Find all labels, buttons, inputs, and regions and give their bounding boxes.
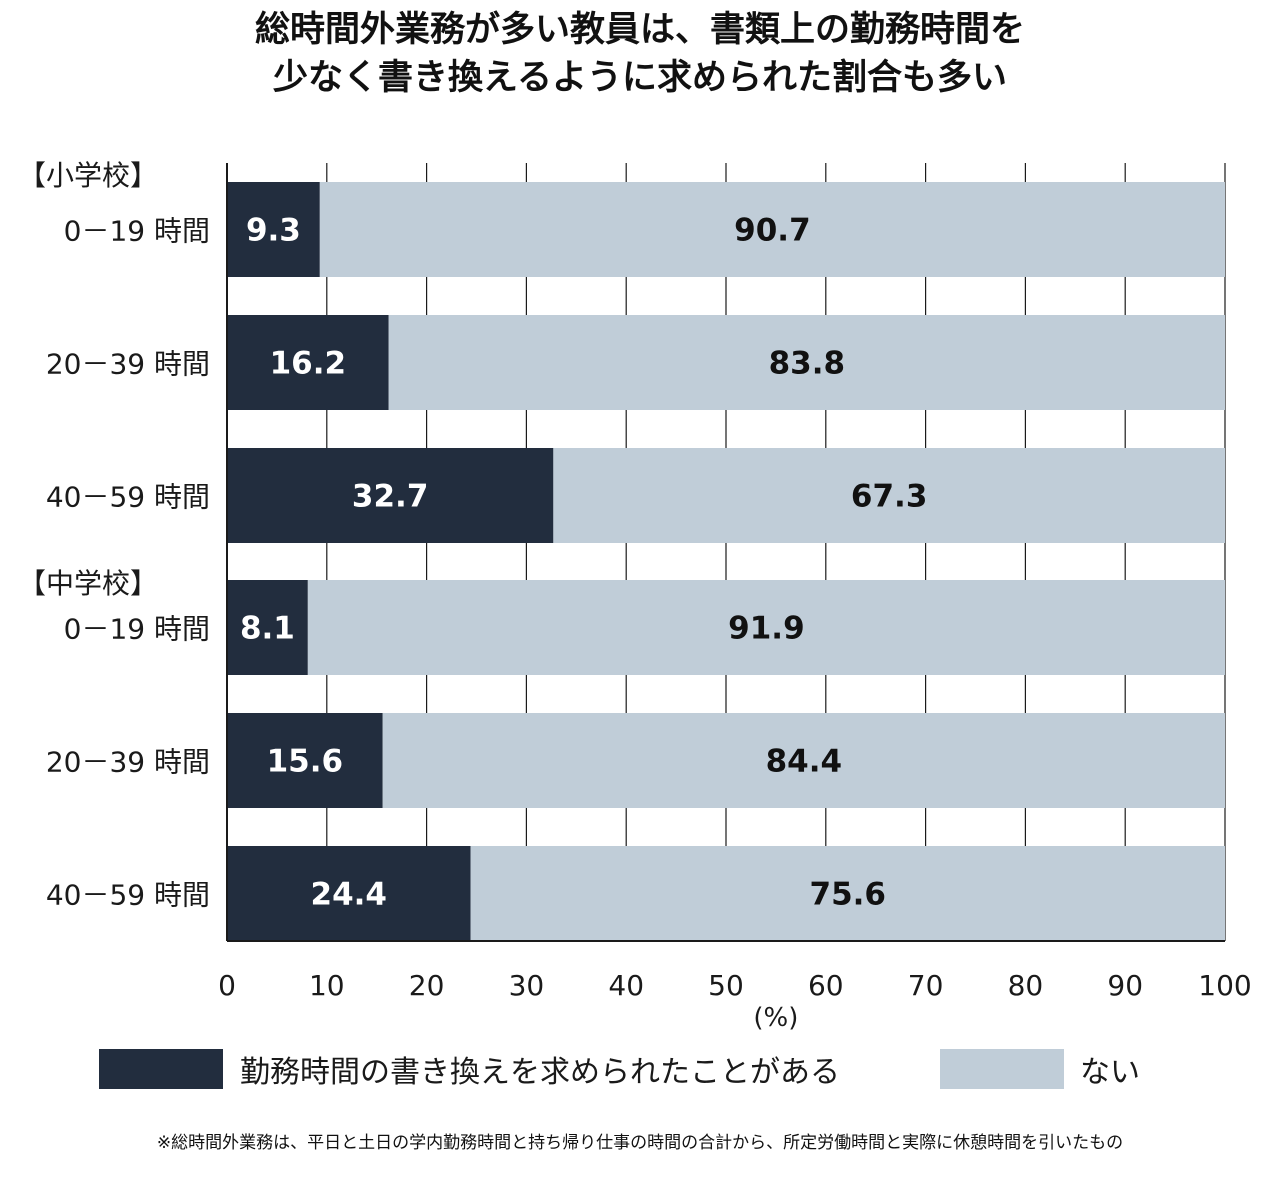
data-label: 9.3 [246, 213, 301, 249]
x-axis-label: (%) [753, 1003, 798, 1033]
legend-label-series-1: 勤務時間の書き換えを求められたことがある [240, 1055, 840, 1090]
x-tick-label: 60 [808, 969, 844, 1002]
data-label: 24.4 [311, 877, 388, 913]
category-label: 0－19 時間 [64, 215, 210, 248]
category-label: 20－39 時間 [46, 348, 210, 381]
bar-series-1 [227, 315, 389, 410]
data-label: 91.9 [728, 611, 805, 647]
bar-series-2 [307, 580, 1225, 675]
category-label: 20－39 時間 [46, 746, 210, 779]
data-label: 32.7 [352, 479, 429, 515]
bar-series-2 [553, 448, 1225, 543]
bar-series-2 [388, 315, 1225, 410]
x-tick-label: 10 [309, 969, 345, 1002]
footnote: ※総時間外業務は、平日と土日の学内勤務時間と持ち帰り仕事の時間の合計から、所定労… [156, 1133, 1124, 1153]
category-label: 40－59 時間 [46, 481, 210, 514]
data-label: 83.8 [769, 346, 846, 382]
data-label: 75.6 [810, 877, 887, 913]
data-label: 15.6 [267, 744, 344, 780]
x-tick-label: 0 [218, 969, 236, 1002]
bar-series-1 [227, 580, 308, 675]
x-tick-label: 40 [608, 969, 644, 1002]
category-label: 0－19 時間 [64, 613, 210, 646]
x-tick-label: 90 [1107, 969, 1143, 1002]
bar-series-1 [227, 713, 383, 808]
group-label: 【小学校】 [18, 159, 158, 192]
data-label: 8.1 [240, 611, 295, 647]
x-tick-label: 70 [908, 969, 944, 1002]
bar-series-2 [382, 713, 1225, 808]
x-tick-label: 100 [1198, 969, 1251, 1002]
data-label: 84.4 [766, 744, 843, 780]
legend-swatch-series-1 [99, 1049, 223, 1089]
chart-title-line-2: 少なく書き換えるように求められた割合も多い [273, 58, 1007, 98]
stacked-bar-chart: 9.3 90.7 0－19 時間 16.2 83.8 20－39 時間 32.7 67.3 40… [18, 159, 1252, 1090]
x-tick-label: 20 [409, 969, 445, 1002]
bar-series-2 [319, 182, 1226, 277]
bar-series-1 [227, 846, 471, 941]
data-label: 16.2 [270, 346, 347, 382]
group-label: 【中学校】 [18, 567, 158, 600]
x-tick-label: 50 [708, 969, 744, 1002]
bar-series-2 [470, 846, 1226, 941]
category-label: 40－59 時間 [46, 879, 210, 912]
data-label: 90.7 [734, 213, 811, 249]
legend-label-series-2: ない [1080, 1055, 1140, 1090]
legend-swatch-series-2 [940, 1049, 1064, 1089]
bar-series-1 [227, 448, 554, 543]
bar-series-1 [227, 182, 320, 277]
chart-title-line-1: 総時間外業務が多い教員は、書類上の勤務時間を [254, 10, 1025, 50]
x-tick-label: 30 [509, 969, 545, 1002]
x-tick-label: 80 [1008, 969, 1044, 1002]
data-label: 67.3 [851, 479, 928, 515]
